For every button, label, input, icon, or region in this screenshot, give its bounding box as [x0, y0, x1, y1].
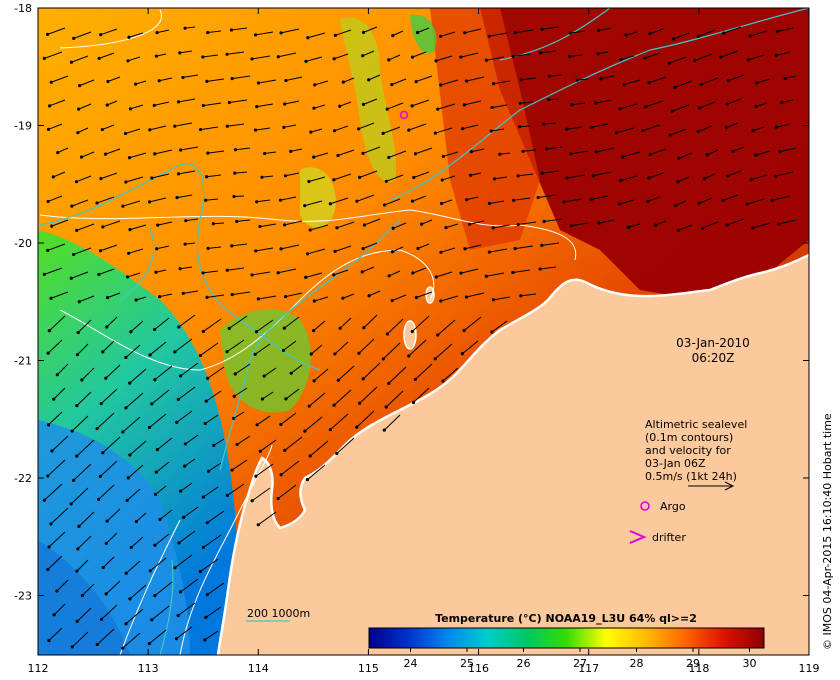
depth-legend: 200 1000m: [246, 607, 310, 622]
longitude-tick-label: 119: [798, 662, 819, 675]
sealevel-contour: [159, 559, 174, 655]
colorbar-tick-label: 26: [517, 657, 531, 670]
map-frame: [37, 7, 810, 656]
velocity-scale-arrowhead: [724, 481, 735, 491]
isobath-200m: [39, 209, 577, 261]
argo-legend-icon: [640, 501, 650, 511]
svg-text:03-Jan 06Z: 03-Jan 06Z: [645, 457, 706, 470]
latitude-tick-label: -18: [14, 2, 32, 15]
colorbar-tick-label: 27: [573, 657, 587, 670]
longitude-tick-label: 115: [358, 662, 379, 675]
argo-float-marker[interactable]: [399, 110, 409, 120]
longitude-tick-label: 114: [248, 662, 269, 675]
latitude-tick-label: -20: [14, 237, 32, 250]
colorbar-tick-label: 25: [460, 657, 474, 670]
svg-text:200 1000m: 200 1000m: [247, 607, 310, 620]
isobath-1000m: [179, 444, 273, 655]
credit-text: © IMOS 04-Apr-2015 16:10:40 Hobart time: [821, 413, 834, 650]
drifter-legend-icon: [629, 530, 647, 544]
sealevel-contour: [39, 163, 321, 371]
longitude-tick-label: 112: [28, 662, 49, 675]
island: [425, 286, 435, 304]
timestamp-time: 06:20Z: [692, 351, 735, 365]
latitude-tick-label: -23: [14, 590, 32, 603]
longitude-tick-label: 118: [688, 662, 709, 675]
colorbar-tick-label: 28: [630, 657, 644, 670]
latitude-tick-label: -21: [14, 355, 32, 368]
svg-text:drifter: drifter: [652, 531, 686, 544]
map-field: [38, 8, 809, 655]
temperature-colorbar: Temperature (°C) NOAA19_L3U 64% ql>=2 24…: [368, 612, 765, 670]
colorbar-tick-label: 29: [686, 657, 700, 670]
longitude-axis: 112 113 114 115 116 117 118 119: [28, 8, 819, 675]
colorbar-tick-label: 24: [404, 657, 418, 670]
latitude-tick-label: -19: [14, 120, 32, 133]
timestamp-date: 03-Jan-2010: [676, 336, 750, 350]
colorbar-title: Temperature (°C) NOAA19_L3U 64% ql>=2: [435, 612, 697, 625]
latitude-axis: -18 -19 -20 -21 -22 -23: [14, 2, 809, 603]
velocity-arrows: [42, 26, 797, 650]
island: [403, 320, 417, 350]
land-mass: [218, 255, 809, 655]
isobath-1000m: [119, 519, 181, 655]
colorbar-ramp: [368, 627, 765, 649]
altimetry-legend: Altimetric sealevel (0.1m contours) and …: [629, 418, 747, 544]
isobath-200m: [59, 9, 162, 49]
svg-text:Argo: Argo: [660, 500, 686, 513]
svg-text:(0.1m contours): (0.1m contours): [645, 431, 733, 444]
svg-text:Altimetric sealevel: Altimetric sealevel: [645, 418, 747, 431]
colorbar-tick-label: 30: [743, 657, 757, 670]
sealevel-contour: [119, 229, 155, 301]
svg-text:and velocity for: and velocity for: [645, 444, 731, 457]
longitude-tick-label: 117: [578, 662, 599, 675]
sealevel-contour: [219, 219, 401, 471]
longitude-tick-label: 113: [138, 662, 159, 675]
svg-text:0.5m/s (1kt 24h): 0.5m/s (1kt 24h): [645, 470, 737, 483]
longitude-tick-label: 116: [468, 662, 489, 675]
latitude-tick-label: -22: [14, 472, 32, 485]
